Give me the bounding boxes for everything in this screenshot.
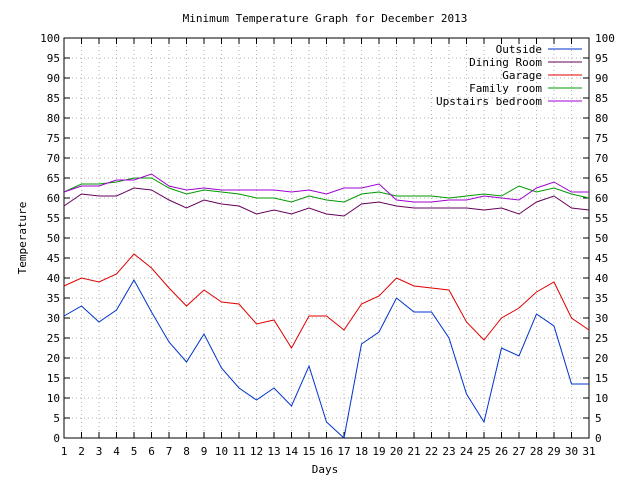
series-line-outside — [63, 278, 589, 439]
y-tick-label-left: 45 — [47, 252, 60, 265]
x-tick-label: 9 — [201, 445, 208, 458]
series-lines — [63, 173, 590, 439]
x-tick-label: 1 — [61, 445, 68, 458]
y-tick-label-right: 15 — [595, 372, 608, 385]
x-tick-label: 6 — [148, 445, 155, 458]
x-tick-label: 25 — [477, 445, 490, 458]
legend-label: Garage — [502, 69, 542, 82]
x-tick-label: 30 — [565, 445, 578, 458]
y-tick-label-right: 95 — [595, 52, 608, 65]
series-line-family-room — [63, 177, 590, 203]
y-tick-label-right: 30 — [595, 312, 608, 325]
x-tick-label: 14 — [285, 445, 299, 458]
y-tick-label-left: 65 — [47, 172, 60, 185]
y-tick-label-right: 65 — [595, 172, 608, 185]
x-tick-label: 21 — [407, 445, 420, 458]
x-tick-label: 20 — [390, 445, 403, 458]
y-tick-label-right: 0 — [595, 432, 602, 445]
y-tick-label-right: 85 — [595, 92, 608, 105]
x-tick-label: 4 — [113, 445, 120, 458]
y-tick-label-left: 40 — [47, 272, 60, 285]
x-tick-label: 19 — [372, 445, 385, 458]
y-tick-label-right: 75 — [595, 132, 608, 145]
y-tick-label-left: 80 — [47, 112, 60, 125]
legend-label: Dining Room — [469, 56, 542, 69]
y-tick-label-right: 5 — [595, 412, 602, 425]
y-tick-label-right: 20 — [595, 352, 608, 365]
x-tick-label: 28 — [530, 445, 543, 458]
y-tick-label-left: 60 — [47, 192, 60, 205]
x-tick-label: 3 — [96, 445, 103, 458]
x-tick-label: 31 — [582, 445, 595, 458]
y-tick-label-right: 45 — [595, 252, 608, 265]
grid — [64, 38, 589, 438]
legend-label: Outside — [496, 43, 542, 56]
y-tick-label-right: 25 — [595, 332, 608, 345]
y-tick-label-left: 10 — [47, 392, 60, 405]
x-axis-label: Days — [312, 463, 339, 476]
x-tick-label: 22 — [425, 445, 438, 458]
series-line-garage — [63, 253, 590, 349]
series-line-dining-room — [63, 187, 590, 217]
y-tick-label-left: 15 — [47, 372, 60, 385]
x-tick-label: 2 — [78, 445, 85, 458]
y-tick-label-right: 60 — [595, 192, 608, 205]
x-tick-label: 29 — [547, 445, 560, 458]
y-tick-label-right: 10 — [595, 392, 608, 405]
y-tick-label-left: 0 — [53, 432, 60, 445]
x-tick-label: 13 — [267, 445, 280, 458]
y-tick-label-right: 80 — [595, 112, 608, 125]
chart-title: Minimum Temperature Graph for December 2… — [183, 12, 468, 25]
y-tick-label-left: 75 — [47, 132, 60, 145]
series-line-upstairs-bedroom — [63, 173, 589, 203]
y-tick-label-left: 55 — [47, 212, 60, 225]
y-tick-label-left: 30 — [47, 312, 60, 325]
x-tick-label: 26 — [495, 445, 508, 458]
x-tick-label: 16 — [320, 445, 333, 458]
y-tick-label-left: 100 — [40, 32, 60, 45]
y-tick-label-right: 50 — [595, 232, 608, 245]
y-tick-label-right: 55 — [595, 212, 608, 225]
y-tick-label-left: 5 — [53, 412, 60, 425]
x-tick-label: 10 — [215, 445, 228, 458]
legend-label: Upstairs bedroom — [436, 95, 542, 108]
y-tick-label-right: 90 — [595, 72, 608, 85]
y-tick-label-right: 40 — [595, 272, 608, 285]
x-tick-label: 24 — [460, 445, 474, 458]
x-tick-label: 12 — [250, 445, 263, 458]
y-tick-label-right: 70 — [595, 152, 608, 165]
x-tick-label: 27 — [512, 445, 525, 458]
legend-label: Family room — [469, 82, 542, 95]
x-tick-label: 8 — [183, 445, 190, 458]
x-tick-label: 5 — [131, 445, 138, 458]
y-axis-label: Temperature — [16, 202, 29, 275]
y-tick-label-right: 35 — [595, 292, 608, 305]
x-tick-label: 23 — [442, 445, 455, 458]
y-tick-label-left: 50 — [47, 232, 60, 245]
x-tick-label: 18 — [355, 445, 368, 458]
y-tick-label-left: 25 — [47, 332, 60, 345]
y-tick-label-left: 90 — [47, 72, 60, 85]
y-tick-label-left: 20 — [47, 352, 60, 365]
x-tick-label: 11 — [232, 445, 245, 458]
y-tick-label-right: 100 — [595, 32, 615, 45]
x-tick-label: 7 — [166, 445, 173, 458]
y-tick-label-left: 70 — [47, 152, 60, 165]
y-tick-label-left: 85 — [47, 92, 60, 105]
y-tick-label-left: 35 — [47, 292, 60, 305]
y-tick-label-left: 95 — [47, 52, 60, 65]
x-tick-label: 15 — [302, 445, 315, 458]
x-tick-label: 17 — [337, 445, 350, 458]
